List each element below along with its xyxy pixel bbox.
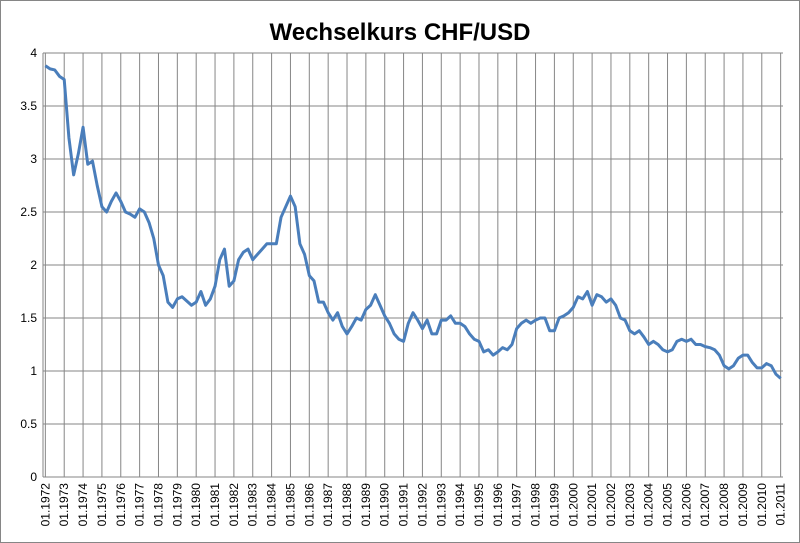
x-tick-label: 01.1990 — [378, 483, 392, 527]
x-tick-label: 01.1997 — [510, 483, 524, 527]
x-tick-label: 01.1999 — [547, 483, 561, 527]
x-tick-label: 01.2008 — [717, 483, 731, 527]
x-tick-label: 01.1983 — [246, 483, 260, 527]
x-tick-label: 01.2000 — [566, 483, 580, 527]
x-tick-label: 01.2001 — [585, 483, 599, 527]
x-tick-label: 01.1982 — [227, 483, 241, 527]
x-tick-label: 01.1980 — [189, 483, 203, 527]
x-tick-label: 01.2005 — [661, 483, 675, 527]
data-line — [44, 64, 782, 380]
x-tick-label: 01.1986 — [302, 483, 316, 527]
x-tick-label: 01.1992 — [415, 483, 429, 527]
x-tick-label: 01.2010 — [755, 483, 769, 527]
x-tick-label: 01.2004 — [642, 483, 656, 527]
x-tick-label: 01.1996 — [491, 483, 505, 527]
x-tick-label: 01.1989 — [359, 483, 373, 527]
x-tick-label: 01.1977 — [133, 483, 147, 527]
y-tick-label: 1.5 — [20, 311, 37, 325]
x-tick-label: 01.1981 — [208, 483, 222, 527]
y-tick-label: 0.5 — [20, 417, 37, 431]
x-tick-label: 01.1995 — [472, 483, 486, 527]
y-tick-label: 2.5 — [20, 205, 37, 219]
x-tick-label: 01.1987 — [321, 483, 335, 527]
x-tick-label: 01.2006 — [679, 483, 693, 527]
y-tick-label: 4 — [30, 46, 37, 60]
y-tick-label: 1 — [30, 364, 37, 378]
y-tick-label: 0 — [30, 470, 37, 484]
x-tick-label: 01.1984 — [265, 483, 279, 527]
x-tick-label: 01.1994 — [453, 483, 467, 527]
x-tick-label: 01.1974 — [76, 483, 90, 527]
x-tick-label: 01.2009 — [736, 483, 750, 527]
x-tick-label: 01.1979 — [170, 483, 184, 527]
chart-title: Wechselkurs CHF/USD — [270, 19, 531, 46]
x-tick-label: 01.2003 — [623, 483, 637, 527]
x-tick-label: 01.1998 — [529, 483, 543, 527]
x-tick-label: 01.2002 — [604, 483, 618, 527]
x-tick-label: 01.1973 — [57, 483, 71, 527]
x-tick-label: 01.1978 — [151, 483, 165, 527]
x-tick-label: 01.1975 — [95, 483, 109, 527]
x-tick-label: 01.1972 — [38, 483, 52, 527]
x-tick-label: 01.1993 — [434, 483, 448, 527]
y-tick-label: 3.5 — [20, 99, 37, 113]
y-tick-label: 2 — [30, 258, 37, 272]
x-tick-label: 01.1988 — [340, 483, 354, 527]
y-tick-label: 3 — [30, 152, 37, 166]
x-tick-label: 01.1985 — [283, 483, 297, 527]
x-tick-label: 01.2011 — [774, 483, 788, 526]
x-tick-label: 01.2007 — [698, 483, 712, 527]
x-tick-label: 01.1991 — [397, 483, 411, 527]
x-tick-label: 01.1976 — [114, 483, 128, 527]
